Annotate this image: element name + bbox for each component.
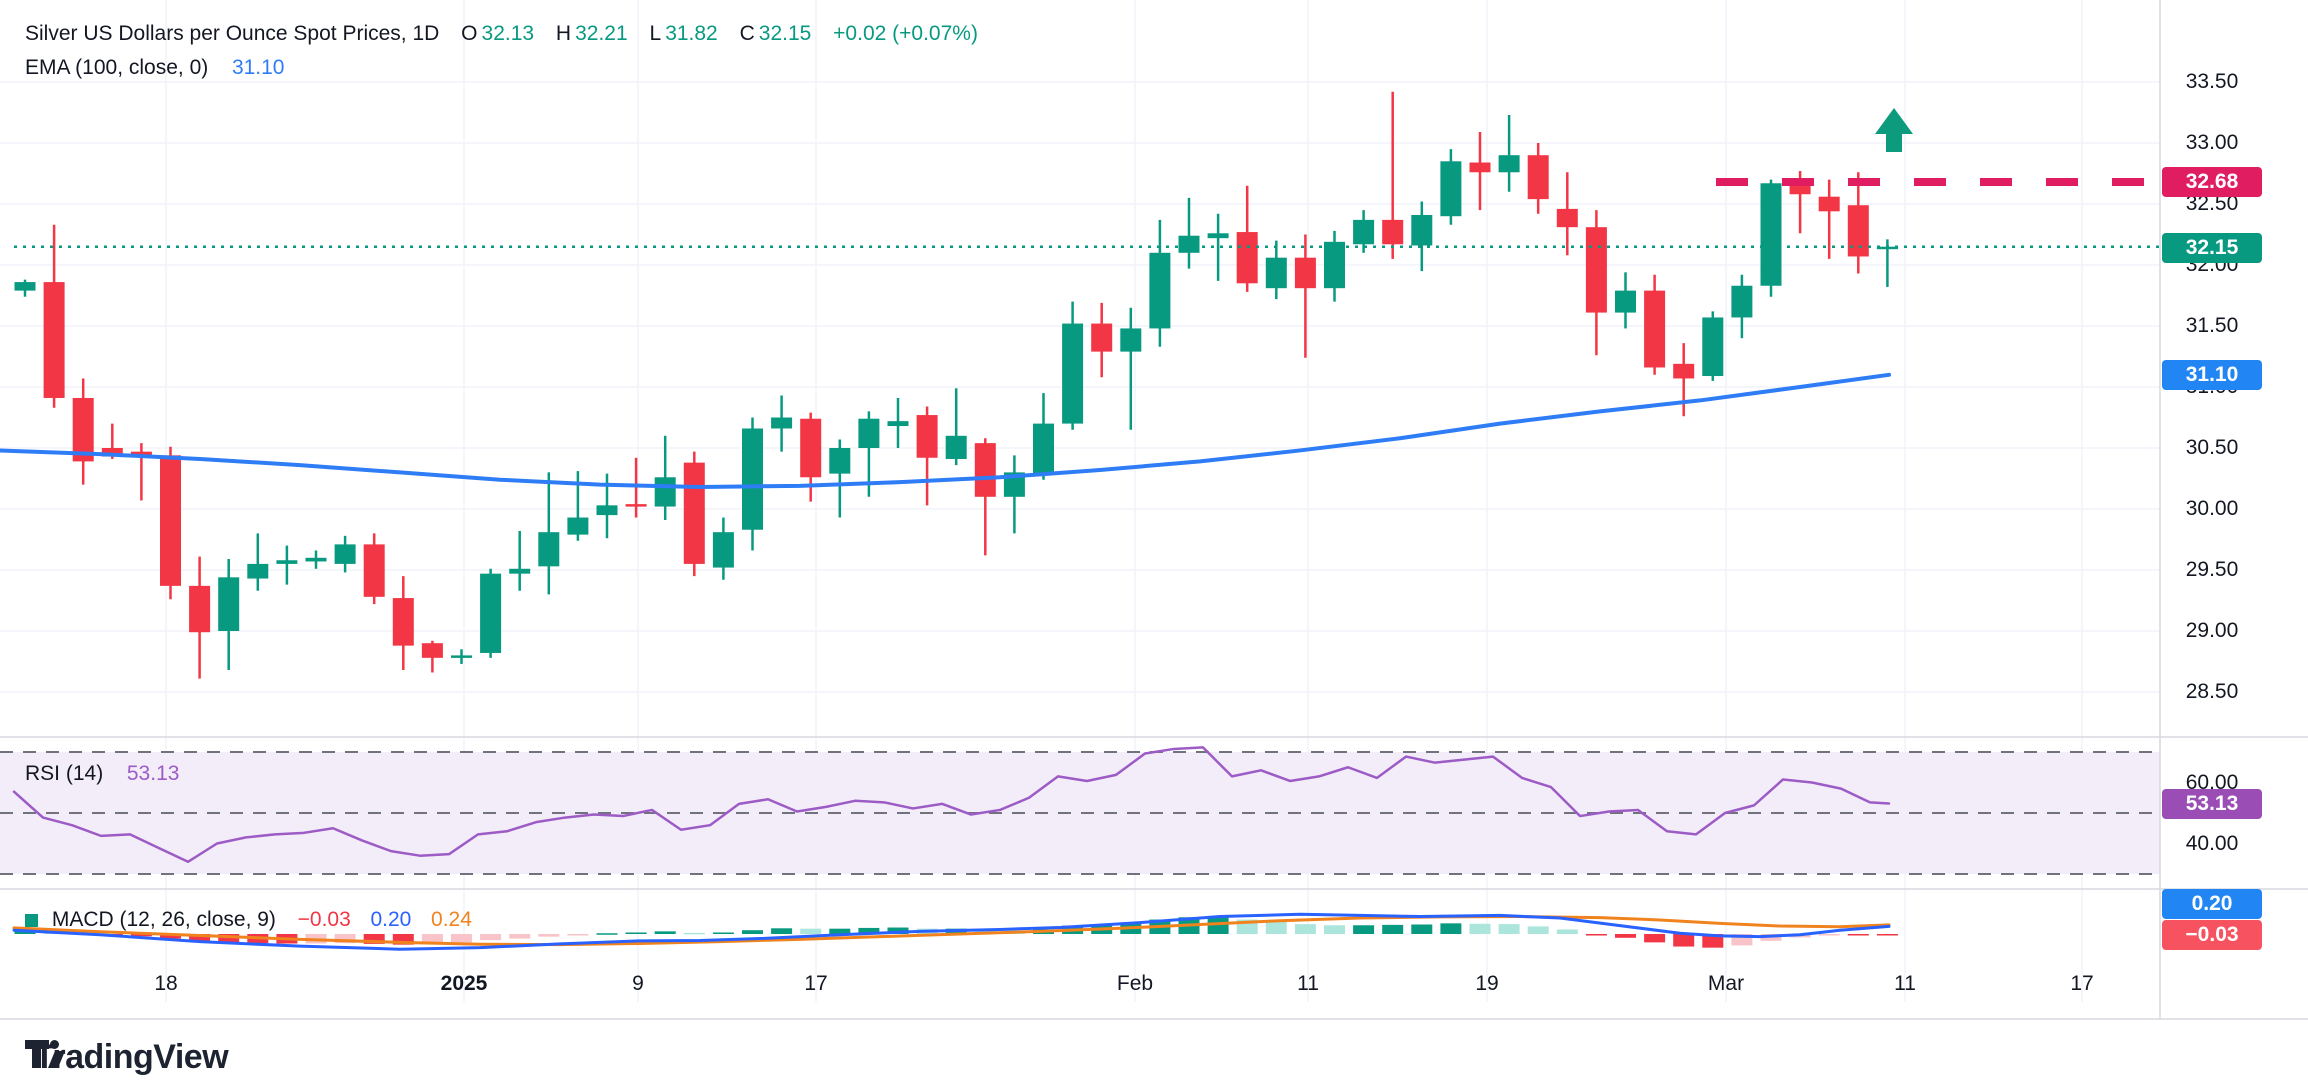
price-tick-label: 32.50 (2185, 192, 2239, 215)
rsi-tick-label: 60.00 (2185, 770, 2239, 794)
price-tick-label: 30.50 (2185, 436, 2239, 459)
time-tick-label: 17 (2070, 972, 2094, 995)
price-tick-label: 28.50 (2185, 680, 2239, 703)
macd-hist-badge: −0.03 (2162, 920, 2262, 950)
time-tick-label: 2025 (440, 972, 488, 995)
ohlc-close-value: 32.15 (758, 22, 812, 45)
rsi-legend-value: 53.13 (126, 762, 180, 785)
time-tick-label: 18 (154, 972, 178, 995)
ohlc-change-value: +0.02 (+0.07%) (833, 22, 978, 45)
ema-legend-label: EMA (100, close, 0) (25, 56, 209, 79)
macd-legend-label: MACD (12, 26, close, 9) (51, 908, 276, 931)
time-tick-label: Feb (1116, 972, 1154, 995)
macd-value-badge: 0.20 (2162, 889, 2262, 919)
rsi-value-badge: 53.13 (2162, 789, 2262, 819)
macd-swatch-icon (25, 914, 38, 927)
macd-signal-value: 0.24 (431, 908, 472, 931)
macd-hist-value: −0.03 (297, 908, 351, 931)
rsi-legend[interactable]: RSI (14) 53.13 (25, 760, 179, 788)
time-tick-label: 11 (1894, 972, 1916, 995)
ohlc-high-value: 32.21 (575, 22, 628, 45)
rsi-legend-label: RSI (14) (25, 762, 104, 785)
ohlc-low-value: 31.82 (665, 22, 718, 45)
ema-legend-value: 31.10 (231, 56, 285, 79)
price-tick-label: 29.00 (2185, 619, 2239, 642)
time-tick-label: 9 (632, 972, 644, 995)
time-tick-label: 17 (804, 972, 828, 995)
symbol-legend[interactable]: Silver US Dollars per Ounce Spot Prices,… (25, 20, 978, 48)
time-tick-label: 19 (1475, 972, 1499, 995)
ema-legend[interactable]: EMA (100, close, 0) 31.10 (25, 54, 285, 82)
macd-legend[interactable]: MACD (12, 26, close, 9) −0.03 0.20 0.24 (25, 906, 472, 934)
price-tick-label: 29.50 (2185, 558, 2239, 581)
resistance-price-badge: 32.68 (2162, 167, 2262, 197)
price-tick-label: 33.00 (2185, 131, 2239, 154)
time-tick-label: Mar (1707, 972, 1745, 995)
last-price-badge: 32.15 (2162, 233, 2262, 263)
tradingview-logo-text: TradingView (34, 1038, 229, 1076)
ohlc-low-label: L (649, 22, 662, 45)
price-tick-label: 33.50 (2185, 70, 2239, 93)
tradingview-logo-icon (25, 1040, 65, 1068)
price-tick-label: 30.00 (2185, 497, 2239, 520)
time-tick-label: 11 (1297, 972, 1319, 995)
macd-line-value: 0.20 (370, 908, 412, 931)
ema-value-badge: 31.10 (2162, 360, 2262, 390)
ohlc-high-label: H (555, 22, 572, 45)
ohlc-close-label: C (739, 22, 755, 45)
tradingview-logo[interactable]: TradingView (24, 1038, 229, 1077)
ohlc-open-label: O (461, 22, 478, 45)
symbol-title: Silver US Dollars per Ounce Spot Prices,… (25, 22, 440, 45)
price-tick-label: 31.50 (2185, 314, 2239, 337)
ohlc-open-value: 32.13 (481, 22, 535, 45)
rsi-tick-label: 40.00 (2185, 831, 2239, 855)
